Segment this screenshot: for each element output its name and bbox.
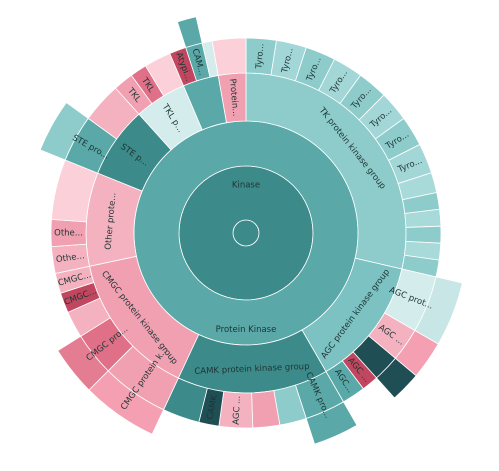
segment-label: Tyro... [254,43,266,70]
sunburst-segment [57,335,109,391]
sunburst-segment [405,225,442,244]
segment-label: AGC ... [231,396,243,425]
segment-label: Othe... [55,251,85,265]
segment-label: Kinase [232,180,260,190]
segment-label: Othe... [54,229,83,239]
segment-label: Other prote... [104,192,119,250]
sunburst-segment [176,16,203,49]
segment-label: CAMK [205,394,220,421]
sunburst-segment [211,37,247,76]
segment-label: Protein Kinase [216,325,277,335]
segment-label: Protein... [227,78,240,117]
